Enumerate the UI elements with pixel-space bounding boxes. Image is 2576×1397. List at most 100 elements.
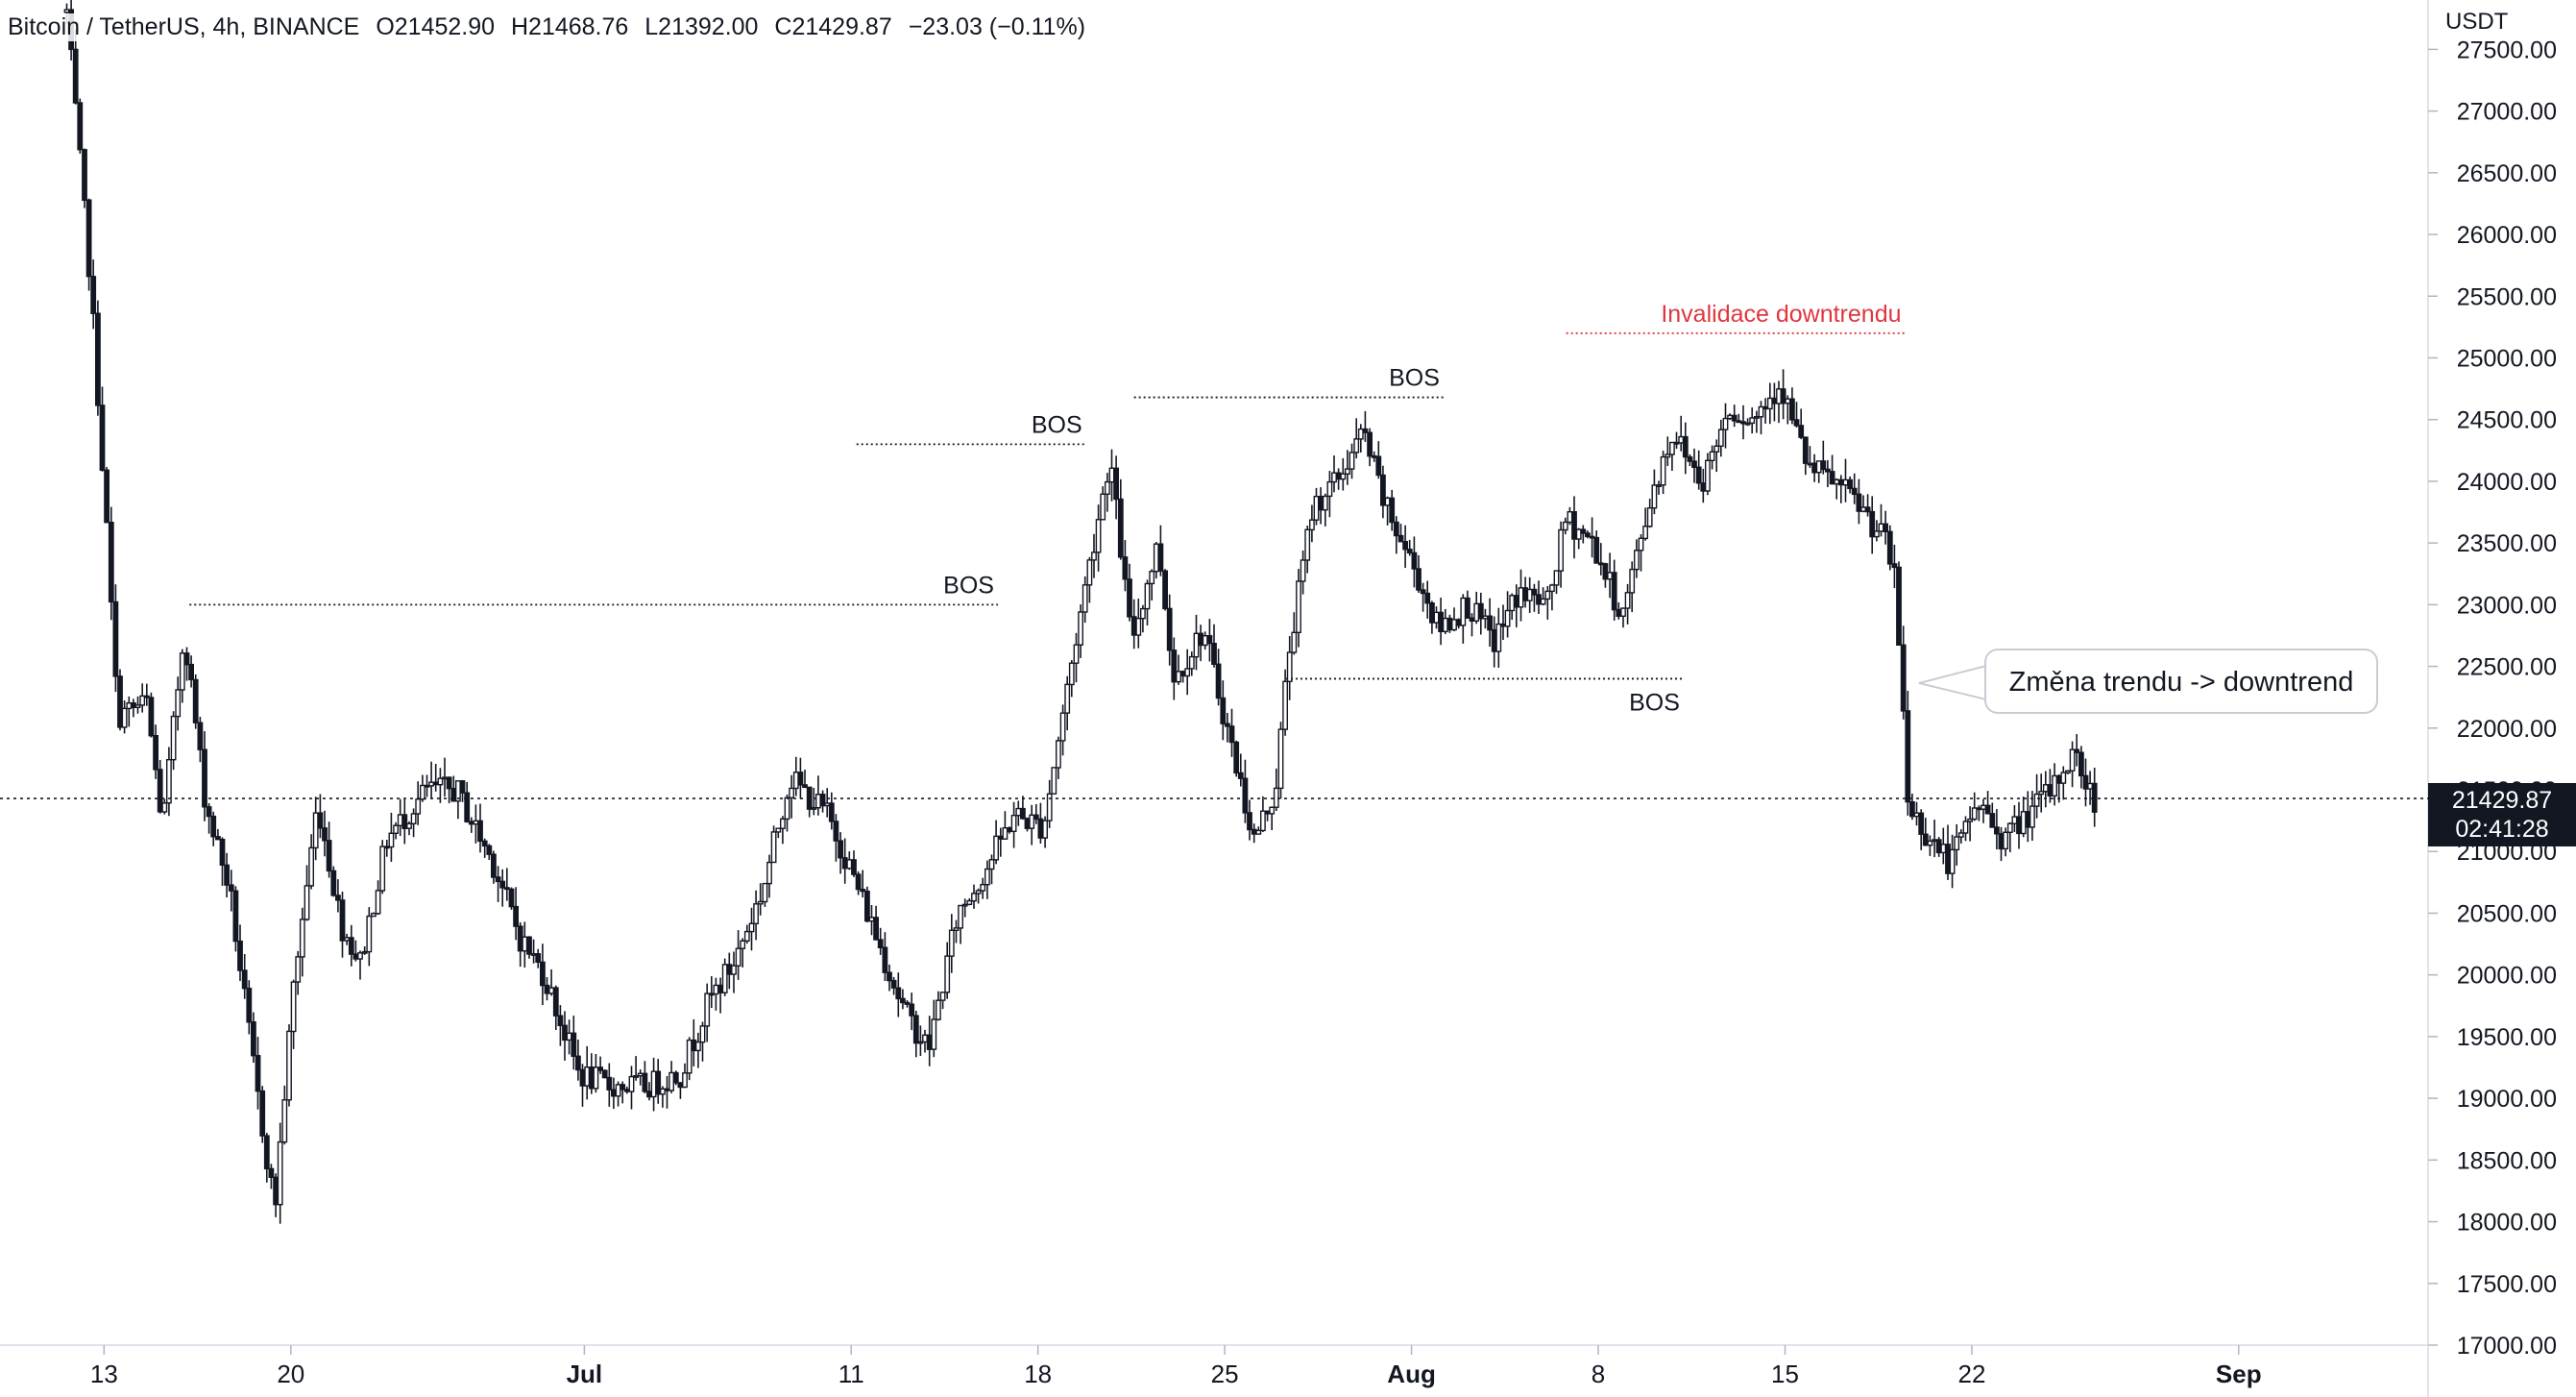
- candle-body: [1313, 496, 1320, 521]
- candle-body: [1304, 528, 1311, 561]
- candle-body: [997, 835, 1004, 840]
- candle-body: [1433, 611, 1440, 624]
- candle-body: [214, 836, 221, 841]
- y-tick-label: 26000.00: [2457, 222, 2557, 249]
- candle-body: [326, 840, 332, 872]
- candle-body: [352, 953, 359, 960]
- candle-body: [1362, 428, 1369, 433]
- candle-body: [446, 776, 452, 790]
- x-tick-label: 8: [1592, 1360, 1605, 1388]
- candle-body: [971, 893, 977, 902]
- candle-body: [188, 663, 194, 681]
- candle-body: [824, 802, 831, 807]
- candle-body: [860, 889, 866, 893]
- candle-body: [1487, 615, 1494, 631]
- candle-body: [1927, 840, 1933, 846]
- candle-body: [153, 735, 158, 771]
- candle-body: [890, 979, 897, 989]
- candle-body: [1024, 818, 1031, 829]
- candle-body: [664, 1088, 670, 1091]
- candle-body: [1464, 597, 1470, 619]
- candle-body: [1824, 468, 1831, 473]
- candle-body: [1571, 511, 1577, 540]
- candle-body: [1042, 820, 1049, 839]
- candle-body: [1522, 587, 1529, 601]
- candle-body: [477, 820, 483, 843]
- y-tick-label: 19500.00: [2457, 1024, 2557, 1051]
- candle-body: [210, 815, 217, 838]
- candle-body: [415, 798, 422, 815]
- x-tick-label: Sep: [2216, 1360, 2262, 1388]
- candle-body: [1406, 549, 1413, 554]
- candle-body: [464, 792, 471, 822]
- candle-body: [1428, 602, 1435, 624]
- candle-body: [980, 884, 986, 892]
- candle-body: [904, 1001, 911, 1005]
- candle-body: [175, 689, 182, 718]
- candle-body: [2020, 811, 2027, 835]
- candle-body: [1477, 602, 1484, 620]
- candle-body: [770, 831, 777, 864]
- candle-body: [931, 1018, 937, 1050]
- candle-body: [1251, 828, 1257, 835]
- candle-body: [1384, 497, 1391, 506]
- candle-body: [1851, 487, 1858, 496]
- candle-body: [1993, 826, 2000, 835]
- candle-body: [1176, 671, 1181, 683]
- candle-body: [1157, 543, 1164, 572]
- candle-body: [241, 969, 248, 990]
- candle-body: [1424, 592, 1431, 604]
- candle-body: [1567, 511, 1573, 524]
- candle-body: [424, 784, 430, 788]
- candle-body: [1731, 414, 1738, 422]
- candle-body: [1918, 812, 1925, 835]
- candle-body: [1113, 467, 1120, 501]
- candle-body: [526, 936, 532, 955]
- candle-body: [944, 955, 951, 993]
- candle-body: [277, 1140, 283, 1206]
- candle-body: [1495, 623, 1502, 652]
- candle-body: [620, 1084, 626, 1091]
- callout-pointer: [1918, 665, 1987, 700]
- candle-body: [1785, 398, 1791, 404]
- time-axis[interactable]: 13 20 Jul 11 18 25 Aug 8 15 22 Sep: [90, 1345, 2262, 1388]
- y-tick-label: 24500.00: [2457, 407, 2557, 434]
- candle-body: [633, 1074, 640, 1078]
- candle-body: [912, 1015, 919, 1044]
- candle-body: [375, 890, 381, 915]
- candle-body: [1620, 607, 1626, 617]
- candle-body: [961, 903, 968, 907]
- candle-body: [699, 1025, 706, 1043]
- candle-body: [2025, 811, 2031, 828]
- candle-body: [1776, 388, 1782, 404]
- candle-body: [1033, 814, 1039, 821]
- candle-body: [1504, 609, 1511, 627]
- candle-body: [1607, 572, 1614, 580]
- candle-body: [1331, 472, 1337, 483]
- close-value: C21429.87: [774, 13, 892, 40]
- candle-body: [1771, 397, 1778, 404]
- candle-body: [2060, 772, 2067, 784]
- candle-body: [290, 981, 297, 1033]
- candle-body: [1589, 535, 1595, 539]
- candle-body: [682, 1072, 688, 1089]
- candle-body: [183, 652, 190, 666]
- candle-body: [170, 715, 177, 761]
- candle-body: [2074, 748, 2080, 753]
- candle-body: [1344, 468, 1350, 476]
- candle-body: [1908, 801, 1915, 818]
- candle-body: [1891, 563, 1898, 569]
- candle-body: [557, 1015, 564, 1026]
- y-tick-label: 22000.00: [2457, 716, 2557, 743]
- candle-body: [1184, 668, 1191, 677]
- y-tick-label: 26500.00: [2457, 160, 2557, 187]
- candle-body: [584, 1066, 591, 1087]
- candle-body: [1019, 807, 1026, 820]
- candle-body: [922, 1034, 928, 1043]
- candle-body: [1446, 617, 1453, 631]
- candle-body: [789, 787, 795, 799]
- candle-body: [668, 1071, 675, 1091]
- trend-change-callout[interactable]: Změna trendu -> downtrend: [1984, 649, 2378, 714]
